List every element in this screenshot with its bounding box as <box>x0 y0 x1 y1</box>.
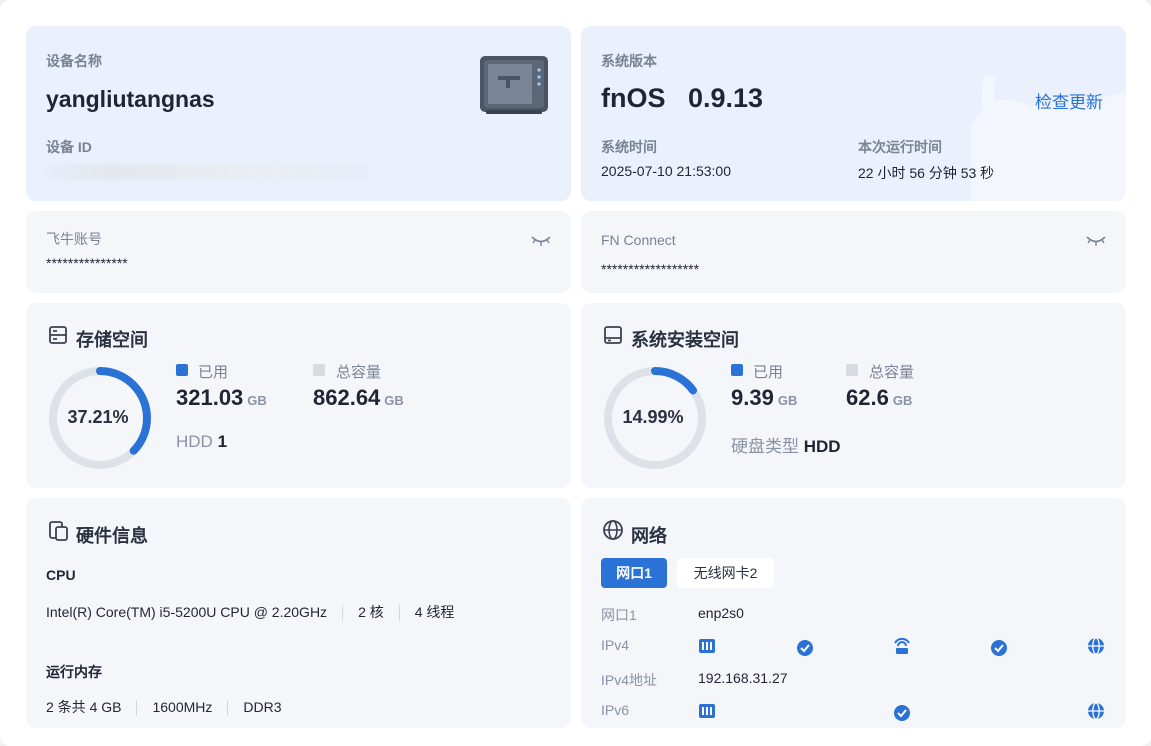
check-icon <box>991 640 1007 656</box>
storage-used: 321.03 GB <box>176 385 267 410</box>
account-card: 飞牛账号 *************** <box>26 211 571 293</box>
storage-total: 862.64 GB <box>313 385 404 410</box>
storage-title: 存储空间 <box>76 330 148 350</box>
used-legend-swatch <box>176 364 188 376</box>
ipv4-label: IPv4 <box>601 637 630 653</box>
cpu-info: Intel(R) Core(TM) i5-5200U CPU @ 2.20GHz… <box>46 604 455 622</box>
router-icon <box>894 637 910 647</box>
system-disk-percent: 14.99% <box>622 407 684 427</box>
eye-closed-icon[interactable] <box>530 235 552 247</box>
storage-icon <box>49 326 67 344</box>
used-legend-label: 已用 <box>753 364 784 381</box>
system-disk-icon <box>604 326 622 344</box>
storage-usage-ring <box>49 367 151 469</box>
hardware-icon <box>49 521 68 541</box>
used-legend-swatch <box>731 364 743 376</box>
fn-connect-value: ****************** <box>601 261 700 277</box>
system-disk-card[interactable]: 系统安装空间 14.99% 已用 9.39 GB 总容量 62.6 GB 硬盘类型 … <box>581 303 1126 488</box>
tab-port-1[interactable]: 网口1 <box>601 558 667 588</box>
memory-label: 运行内存 <box>46 664 102 680</box>
system-version: fnOS 0.9.13 <box>601 83 764 113</box>
ipv6-label: IPv6 <box>601 702 630 718</box>
device-card: 设备名称 yangliutangnas 设备 ID <box>26 26 571 201</box>
network-card[interactable]: 网络 网口1 无线网卡2 网口1 enp2s0 IPv4 IPv4地址 192.… <box>581 498 1126 728</box>
hardware-title: 硬件信息 <box>76 526 148 546</box>
uptime-label: 本次运行时间 <box>858 139 942 155</box>
system-time: 2025-07-10 21:53:00 <box>601 163 731 179</box>
system-card: 系统版本 fnOS 0.9.13 检查更新 系统时间 2025-07-10 21… <box>581 26 1126 201</box>
hardware-card[interactable]: 硬件信息 CPU Intel(R) Core(TM) i5-5200U CPU … <box>26 498 571 728</box>
device-name: yangliutangnas <box>46 86 215 112</box>
storage-card[interactable]: 存储空间 37.21% 已用 321.03 GB 总容量 862.64 GB HDD… <box>26 303 571 488</box>
globe-icon <box>603 520 623 540</box>
account-label: 飞牛账号 <box>46 231 102 247</box>
ipv4-connection-path <box>699 637 1104 656</box>
check-icon <box>894 705 910 721</box>
disk-type: HDD 1 <box>176 432 228 451</box>
used-legend-label: 已用 <box>198 364 229 381</box>
check-update-link[interactable]: 检查更新 <box>1035 93 1103 112</box>
ipv4-address-label: IPv4地址 <box>601 672 658 688</box>
total-legend-swatch <box>846 364 858 376</box>
tab-wireless-2[interactable]: 无线网卡2 <box>677 558 774 588</box>
device-name-label: 设备名称 <box>46 53 102 69</box>
system-disk-title: 系统安装空间 <box>631 330 739 350</box>
device-id-label: 设备 ID <box>46 139 92 155</box>
system-disk-usage-ring <box>604 367 706 469</box>
device-id-redacted <box>44 164 369 180</box>
system-version-label: 系统版本 <box>601 53 657 69</box>
fn-connect-label: FN Connect <box>601 232 676 248</box>
port-label: 网口1 <box>601 607 637 623</box>
system-disk-type: 硬盘类型 HDD <box>731 437 841 456</box>
cpu-label: CPU <box>46 567 76 583</box>
ipv4-address: 192.168.31.27 <box>698 670 788 686</box>
fn-connect-card: FN Connect ****************** <box>581 211 1126 293</box>
system-disk-used: 9.39 GB <box>731 385 798 410</box>
system-time-label: 系统时间 <box>601 139 657 155</box>
check-icon <box>797 640 813 656</box>
port-value: enp2s0 <box>698 605 744 621</box>
nas-device-icon <box>480 56 548 114</box>
account-value: *************** <box>46 255 128 271</box>
system-disk-total: 62.6 GB <box>846 385 913 410</box>
ipv6-connection-path <box>699 702 1104 721</box>
eye-closed-icon[interactable] <box>1085 235 1107 247</box>
uptime: 22 小时 56 分钟 53 秒 <box>858 165 995 181</box>
total-legend-label: 总容量 <box>869 364 915 381</box>
total-legend-swatch <box>313 364 325 376</box>
network-title: 网络 <box>631 526 667 546</box>
fnos-watermark-icon <box>971 74 1126 201</box>
memory-info: 2 条共 4 GB 1600MHz DDR3 <box>46 699 282 717</box>
total-legend-label: 总容量 <box>336 364 382 381</box>
storage-percent: 37.21% <box>67 407 129 427</box>
